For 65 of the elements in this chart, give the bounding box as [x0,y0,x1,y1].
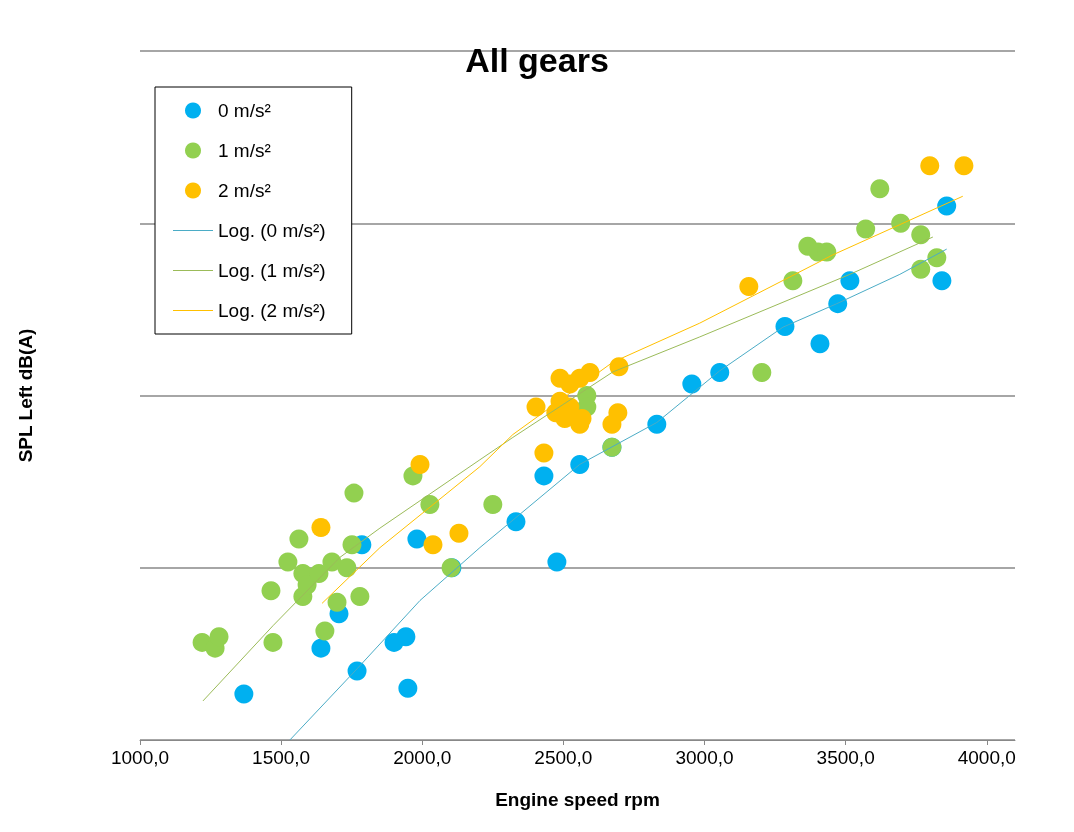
x-tick-label: 3500,0 [816,747,875,768]
legend-label: Log. (0 m/s²) [218,220,326,241]
point [483,495,503,515]
point [920,156,940,176]
point [311,518,331,538]
x-tick-label: 4000,0 [957,747,1016,768]
point [327,592,347,612]
legend-label: Log. (1 m/s²) [218,260,326,281]
point [344,483,364,503]
point [927,248,947,268]
point [891,213,911,233]
point [278,552,298,572]
x-tick-label: 2000,0 [393,747,452,768]
x-tick-label: 1500,0 [252,747,311,768]
point [209,627,229,647]
point [840,271,860,291]
y-axis-title: SPL Left dB(A) [15,328,36,463]
point [870,179,890,199]
point [932,271,952,291]
point [263,632,283,652]
point [526,397,546,417]
point [410,454,430,474]
point [342,535,362,555]
point [315,621,335,641]
point [407,529,427,549]
x-tick-label: 2500,0 [534,747,593,768]
x-axis-title: Engine speed rpm [495,789,660,810]
point [647,414,667,434]
point [398,678,418,698]
point [289,529,309,549]
point [682,374,702,394]
point [602,414,622,434]
point [783,271,803,291]
point [775,317,795,337]
point [570,454,590,474]
point [534,466,554,486]
point [752,363,772,383]
chart-title: All gears [465,41,609,79]
legend-label: 2 m/s² [218,180,271,201]
legend-label: Log. (2 m/s²) [218,300,326,321]
point [347,661,367,681]
x-tick-label: 3000,0 [675,747,734,768]
point [739,276,759,296]
point [449,523,469,543]
point [396,627,416,647]
legend-label: 1 m/s² [218,140,271,161]
point [234,684,254,704]
point [810,334,830,354]
x-tick-label: 1000,0 [110,747,170,768]
point [856,219,876,239]
point [423,535,443,555]
point [580,363,600,383]
point [828,294,848,314]
legend-label: 0 m/s² [218,100,271,121]
point [547,552,567,572]
point [534,443,554,463]
point [710,363,730,383]
point [311,638,331,658]
point [506,512,526,532]
point [911,259,931,279]
point [337,558,357,578]
point [911,225,931,245]
point [350,586,370,606]
point [261,581,281,601]
point [954,156,974,176]
